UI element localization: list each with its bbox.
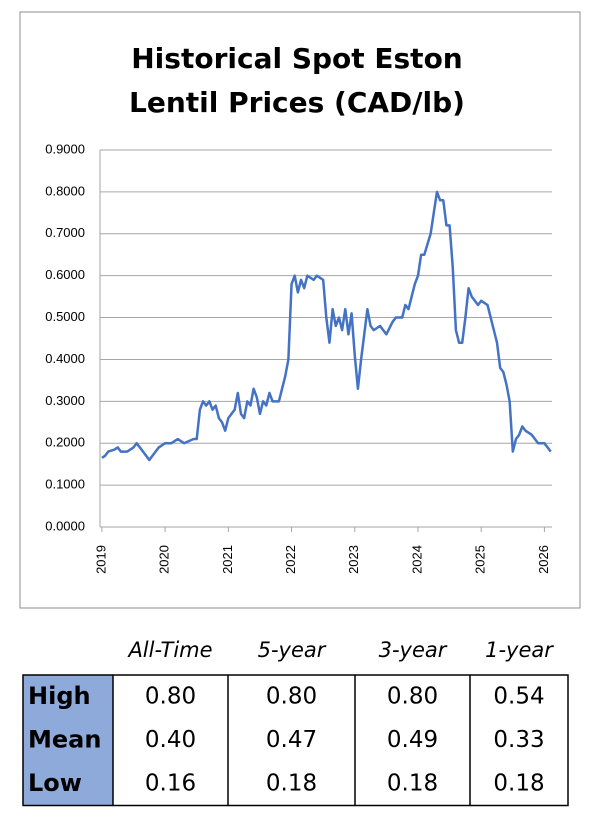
table-border — [22, 674, 569, 807]
y-tick-label: 0.2000 — [45, 435, 85, 450]
table-cell: 0.40 — [145, 727, 196, 753]
x-tick-label: 2026 — [536, 545, 551, 574]
table-cell: 0.80 — [387, 683, 438, 709]
column-header: 1-year — [485, 638, 554, 662]
x-tick-label: 2025 — [473, 545, 488, 574]
x-tick-label: 2024 — [409, 545, 424, 574]
column-header: All-Time — [126, 638, 212, 662]
table-cell: 0.16 — [145, 770, 196, 796]
y-tick-label: 0.7000 — [45, 225, 85, 240]
column-header: 3-year — [379, 638, 448, 662]
y-tick-label: 0.6000 — [45, 267, 85, 282]
row-label: High — [28, 682, 91, 710]
table-cell: 0.54 — [493, 683, 544, 709]
price-line — [101, 190, 552, 462]
y-tick-label: 0.8000 — [45, 183, 85, 198]
x-tick-label: 2019 — [93, 545, 108, 574]
y-tick-label: 0.3000 — [45, 393, 85, 408]
chart-frame — [19, 11, 581, 609]
y-tick-label: 0.9000 — [45, 141, 85, 156]
x-tick-label: 2020 — [157, 545, 172, 574]
y-tick-label: 0.0000 — [45, 518, 85, 533]
x-tick-label: 2022 — [283, 545, 298, 574]
column-header: 5-year — [258, 638, 327, 662]
x-tick-label: 2023 — [346, 545, 361, 574]
row-label: Mean — [28, 725, 101, 753]
table-cell: 0.18 — [266, 770, 317, 796]
x-tick-label: 2021 — [220, 545, 235, 574]
table-cell: 0.80 — [266, 683, 317, 709]
table-cell: 0.49 — [387, 727, 438, 753]
row-label: Low — [28, 769, 82, 797]
y-tick-label: 0.5000 — [45, 309, 85, 324]
table-cell: 0.47 — [266, 727, 317, 753]
chart-title: Historical Spot Eston Lentil Prices (CAD/… — [129, 42, 465, 119]
table-cell: 0.18 — [493, 770, 544, 796]
y-tick-label: 0.1000 — [45, 477, 85, 492]
table-cell: 0.33 — [493, 727, 544, 753]
table-cell: 0.80 — [145, 683, 196, 709]
table-cell: 0.18 — [387, 770, 438, 796]
y-tick-label: 0.4000 — [45, 351, 85, 366]
row-label-fill — [23, 675, 113, 806]
